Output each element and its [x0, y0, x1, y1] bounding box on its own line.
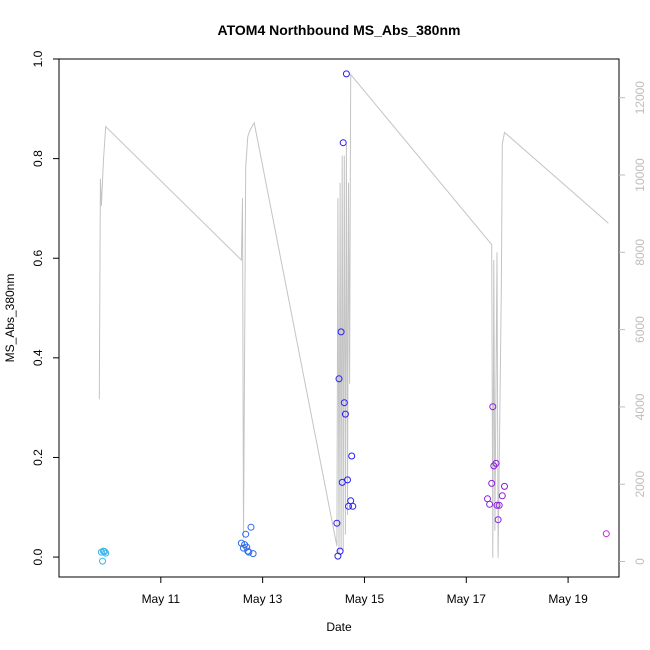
y2-tick-label: 6000 [633, 316, 647, 343]
y2-tick-label: 4000 [633, 393, 647, 420]
data-point [348, 452, 356, 460]
y-axis-label: MS_Abs_380nm [3, 274, 17, 363]
data-point [99, 557, 106, 565]
data-point [349, 502, 357, 510]
y2-tick-label: 10000 [633, 158, 647, 192]
data-point [339, 139, 347, 147]
data-point [242, 530, 250, 538]
x-tick-label: May 11 [142, 592, 181, 606]
data-point [340, 399, 348, 407]
data-point [342, 70, 350, 78]
data-point [337, 328, 345, 336]
y-tick-label: 0.0 [31, 548, 45, 565]
data-point [488, 479, 496, 487]
data-point [101, 548, 109, 556]
data-point [489, 403, 497, 411]
data-point [498, 492, 506, 500]
data-point [247, 523, 255, 531]
data-point [495, 501, 503, 509]
data-point [602, 530, 610, 538]
y-tick-label: 0.8 [31, 150, 45, 167]
x-axis: May 11 May 13 May 15 May 17 May 19 [142, 577, 588, 606]
data-point [486, 500, 494, 508]
data-point [335, 375, 343, 383]
chart-title: ATOM4 Northbound MS_Abs_380nm [218, 22, 461, 38]
y2-tick-label: 0 [633, 558, 647, 565]
data-point [245, 548, 253, 556]
secondary-series-line [98, 73, 609, 558]
data-point [501, 482, 508, 490]
x-tick-label: May 17 [447, 592, 487, 606]
y-tick-label: 0.4 [31, 349, 45, 366]
data-point [249, 550, 257, 558]
data-point [341, 410, 349, 418]
y-axis: 0.0 0.2 0.4 0.6 0.8 1.0 [31, 50, 59, 565]
x-axis-label: Date [326, 620, 352, 634]
x-tick-label: May 19 [548, 592, 588, 606]
plot-frame [58, 58, 620, 578]
data-point [333, 519, 341, 527]
x-tick-label: May 15 [345, 592, 385, 606]
y-tick-label: 1.0 [31, 50, 45, 67]
x-tick-label: May 13 [243, 592, 283, 606]
y-tick-label: 0.2 [31, 449, 45, 466]
y-tick-label: 0.6 [31, 250, 45, 267]
y2-tick-label: 2000 [633, 471, 647, 498]
y2-tick-label: 12000 [633, 81, 647, 115]
scatter-points-layer [97, 70, 610, 565]
data-point [493, 501, 501, 509]
y2-tick-label: 8000 [633, 239, 647, 266]
data-point [344, 476, 351, 484]
data-point [492, 459, 500, 467]
data-point [336, 547, 344, 555]
data-point [494, 516, 502, 524]
data-point [102, 549, 110, 557]
y2-axis: 0 2000 4000 6000 8000 10000 12000 [619, 81, 647, 565]
secondary-line-layer [98, 73, 609, 558]
